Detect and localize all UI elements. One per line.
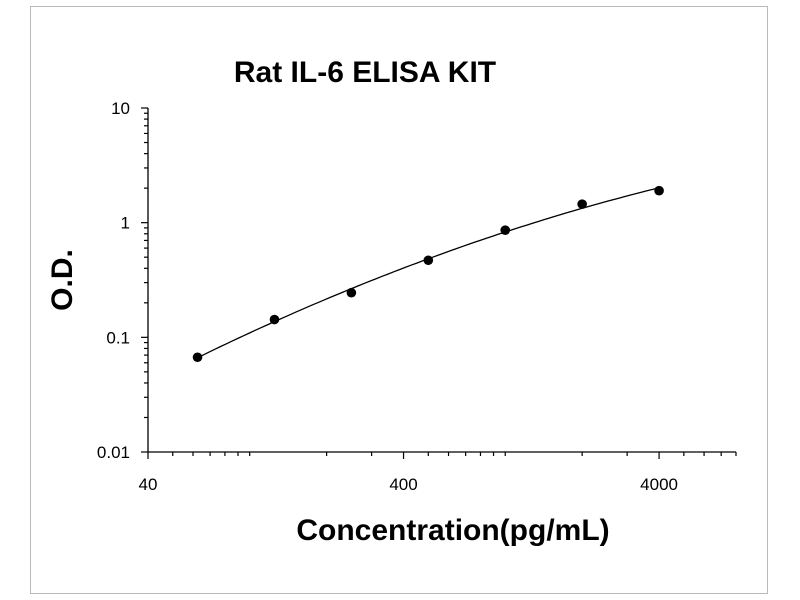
data-points	[192, 185, 664, 363]
y-tick-label: 0.1	[106, 328, 130, 347]
data-point	[192, 352, 203, 363]
data-point	[654, 185, 664, 196]
x-tick-label: 400	[389, 475, 417, 494]
x-tick-labels: 40 400 4000	[139, 475, 678, 494]
data-point	[577, 199, 587, 209]
data-point	[423, 255, 434, 266]
y-tick-label: 0.01	[97, 443, 130, 462]
x-axis-ticks	[147, 452, 737, 459]
chart-frame	[30, 6, 768, 594]
y-tick-label: 10	[111, 99, 130, 118]
x-tick-label: 40	[139, 475, 158, 494]
y-tick-labels: 10 1 0.1 0.01	[97, 99, 130, 462]
fit-curve	[197, 187, 660, 359]
x-tick-label: 4000	[640, 475, 678, 494]
x-axis-label: Concentration(pg/mL)	[296, 514, 609, 547]
chart-title: Rat IL-6 ELISA KIT	[234, 56, 496, 89]
data-point	[269, 314, 280, 325]
data-point	[500, 225, 511, 235]
y-tick-label: 1	[121, 214, 130, 233]
y-axis-ticks	[141, 107, 148, 453]
y-axis-label: O.D.	[46, 249, 79, 311]
data-point	[346, 287, 357, 298]
